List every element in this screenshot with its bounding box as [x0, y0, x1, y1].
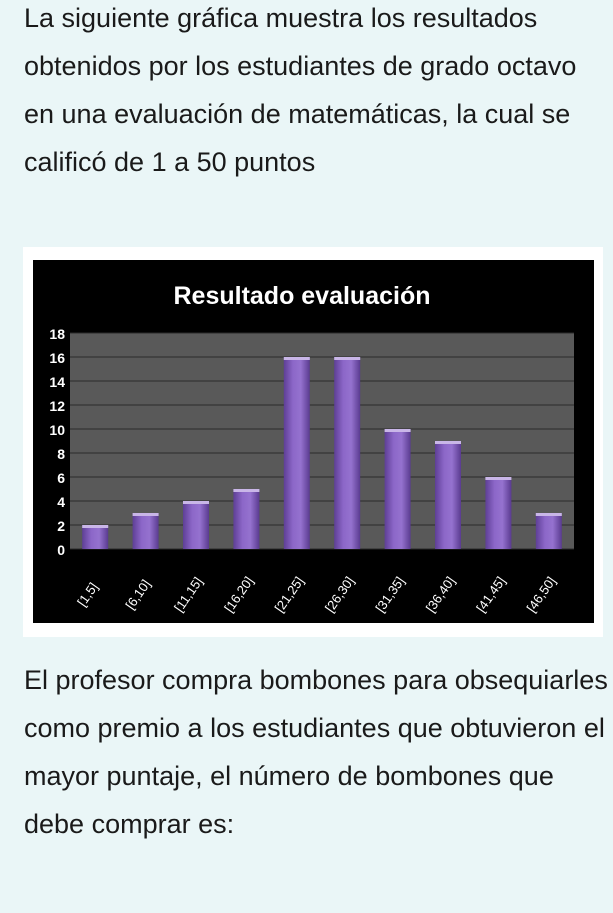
bar — [384, 429, 411, 549]
bar-top — [183, 501, 209, 504]
y-tick-label: 10 — [49, 422, 65, 438]
bar-top — [283, 357, 310, 360]
chart-title: Resultado evaluación — [173, 282, 430, 310]
x-tick-label: [26,30] — [322, 574, 357, 615]
bar-top — [485, 477, 512, 480]
bar — [183, 501, 209, 549]
bar — [283, 357, 310, 549]
y-tick-label: 14 — [49, 374, 65, 390]
x-tick-label: [21,25] — [272, 574, 307, 615]
y-tick-label: 6 — [57, 470, 65, 486]
bar-top — [334, 357, 361, 360]
bar-top — [535, 513, 562, 516]
chart-frame: Resultado evaluación 0 2 4 6 8 10 12 14 16 18 [1,… — [23, 247, 603, 637]
y-tick-label: 18 — [49, 326, 65, 342]
x-tick-label: [1,5] — [74, 580, 101, 609]
x-tick-label: [31,35] — [372, 574, 407, 615]
bar-chart: Resultado evaluación 0 2 4 6 8 10 12 14 16 18 [1,… — [49, 282, 574, 615]
bar-top — [233, 489, 260, 492]
bar — [535, 513, 562, 549]
x-tick-label: [11,15] — [171, 574, 206, 614]
question-paragraph: El profesor compra bombones para obsequi… — [24, 665, 608, 839]
x-tick-label: [46,50] — [524, 574, 559, 615]
bar-top — [82, 525, 109, 528]
bar — [485, 477, 512, 549]
bar — [132, 513, 159, 549]
y-tick-label: 0 — [57, 542, 65, 558]
bar — [334, 357, 361, 549]
bar-top — [384, 429, 411, 432]
intro-paragraph: La siguiente gráfica muestra los resulta… — [24, 3, 577, 177]
y-tick-label: 2 — [57, 518, 65, 534]
chart-area: Resultado evaluación 0 2 4 6 8 10 12 14 16 18 [1,… — [33, 260, 594, 623]
y-tick-label: 8 — [57, 446, 65, 462]
bar-top — [132, 513, 159, 516]
y-tick-label: 4 — [57, 494, 65, 510]
bar-top — [435, 441, 461, 444]
bar — [82, 525, 109, 549]
y-tick-label: 12 — [49, 398, 65, 414]
x-tick-label: [16,20] — [221, 574, 256, 615]
y-tick-label: 16 — [49, 350, 65, 366]
x-tick-label: [41,45] — [473, 574, 508, 615]
x-tick-label: [6,10] — [122, 577, 153, 612]
bar — [233, 489, 260, 549]
x-tick-label: [36,40] — [423, 574, 458, 615]
bar — [435, 441, 461, 549]
